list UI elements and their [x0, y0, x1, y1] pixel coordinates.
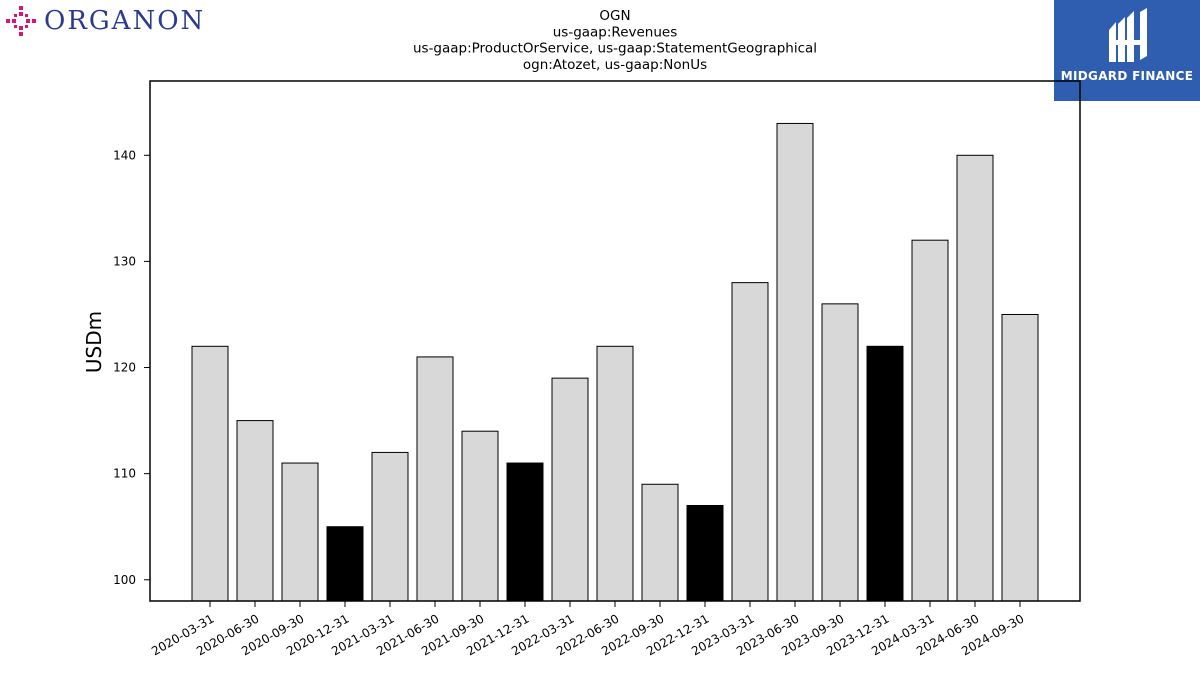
midgard-finance-wordmark: MIDGARD FINANCE: [1060, 69, 1194, 83]
bar-2022-03-31: [551, 377, 589, 602]
organon-logo: ORGANON: [4, 4, 205, 38]
bar-2024-06-30: [956, 154, 994, 602]
title-line: ogn:Atozet, us-gaap:NonUs: [523, 57, 707, 73]
bar-2021-12-31: [506, 462, 544, 602]
bar-2022-09-30: [641, 483, 679, 602]
bar-2022-06-30: [596, 345, 634, 602]
bar-2020-03-31: [191, 345, 229, 602]
y-tick-label: 110: [113, 467, 136, 481]
bar-2023-12-31: [866, 345, 904, 602]
y-tick-label: 120: [113, 361, 136, 375]
y-axis-ticks: 100 110 120 130 140: [113, 148, 150, 587]
bar-2021-09-30: [461, 430, 499, 602]
plot-frame: [149, 80, 1081, 602]
y-tick-label: 140: [113, 148, 136, 162]
title-line: OGN: [599, 8, 630, 24]
bar-2020-06-30: [236, 420, 274, 602]
bar-2022-12-31: [686, 504, 724, 602]
bar-2023-09-30: [821, 303, 859, 602]
chart-title: OGNus-gaap:Revenuesus-gaap:ProductOrServ…: [413, 8, 817, 73]
bar-2020-12-31: [326, 526, 364, 602]
y-tick-label: 130: [113, 254, 136, 268]
bar-2023-03-31: [731, 282, 769, 602]
y-axis-label: USDm: [82, 311, 106, 373]
organon-mark-icon: [6, 6, 36, 36]
y-tick-label: 100: [113, 573, 136, 587]
midgard-mark-icon: [1109, 8, 1147, 62]
bar-2021-03-31: [371, 451, 409, 602]
bar-2023-06-30: [776, 122, 814, 602]
organon-wordmark: ORGANON: [44, 6, 206, 36]
bar-2021-06-30: [416, 356, 454, 602]
title-line: us-gaap:ProductOrService, us-gaap:Statem…: [413, 41, 817, 57]
bar-2024-03-31: [911, 239, 949, 602]
midgard-finance-logo: MIDGARD FINANCE: [1054, 0, 1200, 101]
x-axis-ticks: 2020-03-312020-06-302020-09-302020-12-31…: [149, 601, 1027, 658]
bar-2024-09-30: [1001, 313, 1039, 602]
title-line: us-gaap:Revenues: [553, 24, 678, 40]
bars-layer: [191, 122, 1039, 602]
bar-2020-09-30: [281, 462, 319, 602]
